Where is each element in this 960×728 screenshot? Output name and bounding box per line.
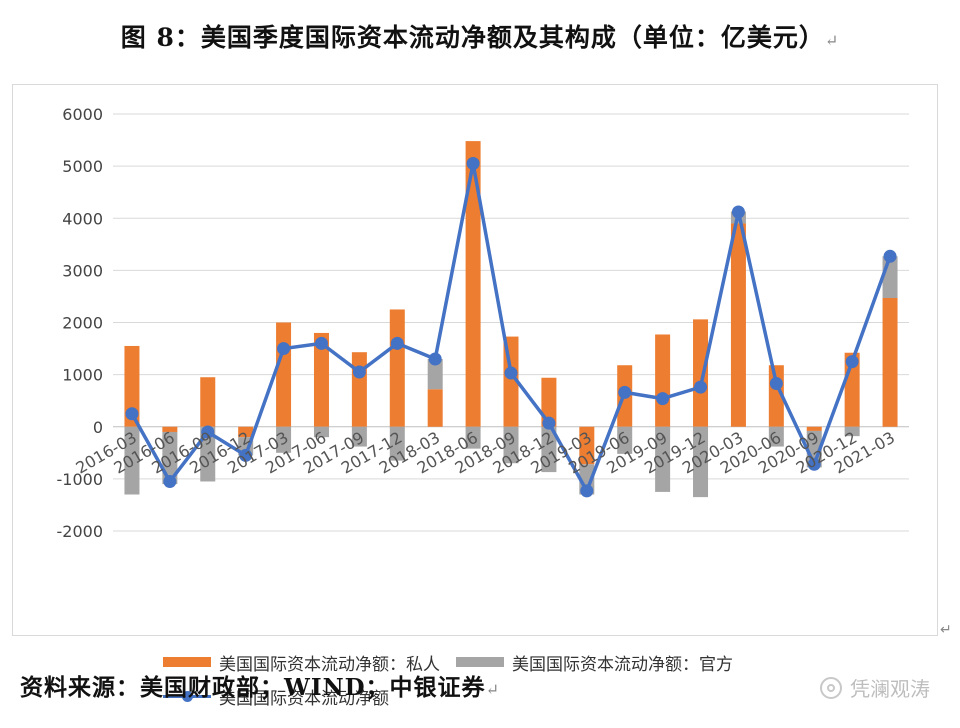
bar-official [200, 426, 216, 482]
point-net [352, 365, 366, 379]
bar-private [276, 322, 292, 427]
point-net [542, 416, 556, 430]
bar-official [655, 426, 671, 492]
y-tick-label: -1000 [57, 470, 104, 489]
source-text: 资料来源：美国财政部；WIND；中银证券 [20, 674, 486, 701]
y-tick-label: 6000 [62, 105, 103, 124]
bar-private [389, 309, 405, 427]
bar-official [427, 358, 443, 390]
point-net [466, 157, 480, 171]
point-net [201, 425, 215, 439]
y-tick-label: 4000 [62, 209, 103, 228]
legend-swatch-private [163, 657, 211, 667]
y-tick-label: 2000 [62, 314, 103, 333]
bar-private [882, 298, 898, 427]
point-net [125, 407, 139, 421]
bar-private [579, 426, 595, 465]
point-net [390, 336, 404, 350]
point-net [618, 385, 632, 399]
legend-item-official: 美国国际资本流动净额：官方 [456, 650, 733, 675]
point-net [807, 457, 821, 471]
legend-item-private: 美国国际资本流动净额：私人 [163, 650, 440, 675]
legend-item-net: 美国国际资本流动净额 [163, 684, 389, 709]
point-net [845, 355, 859, 369]
legend-label-private: 美国国际资本流动净额：私人 [219, 654, 440, 675]
bar-official [693, 426, 709, 498]
bar-official [351, 426, 367, 447]
bar-private [693, 319, 709, 427]
bar-official [313, 426, 329, 438]
point-net [883, 249, 897, 263]
bar-private [313, 332, 329, 427]
chart-frame: 6000 5000 4000 3000 2000 1000 0 -1000 -2000 2016-… [12, 84, 938, 709]
point-net [314, 336, 328, 350]
bar-private [351, 352, 367, 427]
bar-private [655, 334, 671, 427]
bar-private [806, 426, 822, 431]
chart-title: 图 8：美国季度国际资本流动净额及其构成（单位：亿美元）↵ [0, 18, 960, 54]
bar-official [389, 426, 405, 461]
bar-private [427, 389, 443, 427]
chart-plot: 6000500040003000200010000-1000-20002016-… [57, 105, 909, 541]
point-net [580, 484, 594, 498]
bar-private [200, 377, 216, 427]
bar-official [617, 426, 633, 454]
watermark-text: 凭澜观涛 [850, 677, 930, 701]
point-net [239, 448, 253, 462]
y-tick-label: 3000 [62, 261, 103, 280]
bar-official [541, 426, 557, 473]
title-text: 图 8：美国季度国际资本流动净额及其构成（单位：亿美元） [120, 23, 825, 52]
point-net [731, 205, 745, 219]
paragraph-mark: ↵ [824, 31, 840, 50]
y-tick-label: -2000 [57, 522, 104, 541]
bar-official [162, 431, 178, 485]
point-net [769, 376, 783, 390]
bar-official [503, 426, 519, 464]
bar-official [844, 426, 860, 437]
point-net [163, 474, 177, 488]
frame-paragraph-mark: ↵ [940, 622, 952, 638]
bar-private [162, 426, 178, 432]
legend-label-official: 美国国际资本流动净额：官方 [512, 654, 733, 675]
bar-official [124, 426, 140, 495]
bar-private [124, 345, 140, 427]
y-tick-label: 1000 [62, 366, 103, 385]
point-net [428, 352, 442, 366]
point-net [504, 366, 518, 380]
bar-private [238, 426, 254, 438]
legend-label-net: 美国国际资本流动净额 [219, 688, 389, 709]
chart-legend: 美国国际资本流动净额：私人 美国国际资本流动净额：官方 美国国际资本流动净额 [163, 645, 863, 713]
bar-official [465, 426, 481, 449]
point-net [694, 380, 708, 394]
point-net [277, 342, 291, 356]
wechat-icon [820, 676, 842, 699]
legend-swatch-official [456, 657, 504, 667]
watermark: 凭澜观涛 [820, 673, 930, 702]
source-note: 资料来源：美国财政部；WIND；中银证券↵ [20, 668, 500, 702]
point-net [656, 392, 670, 406]
bar-private [465, 141, 481, 427]
y-tick-label: 0 [93, 418, 103, 437]
bar-private [730, 223, 746, 427]
bar-private [541, 377, 557, 427]
legend-swatch-net [163, 689, 211, 703]
bar-official [768, 426, 784, 447]
bar-official [276, 426, 292, 453]
y-tick-label: 5000 [62, 157, 103, 176]
source-paragraph-mark: ↵ [485, 680, 500, 699]
